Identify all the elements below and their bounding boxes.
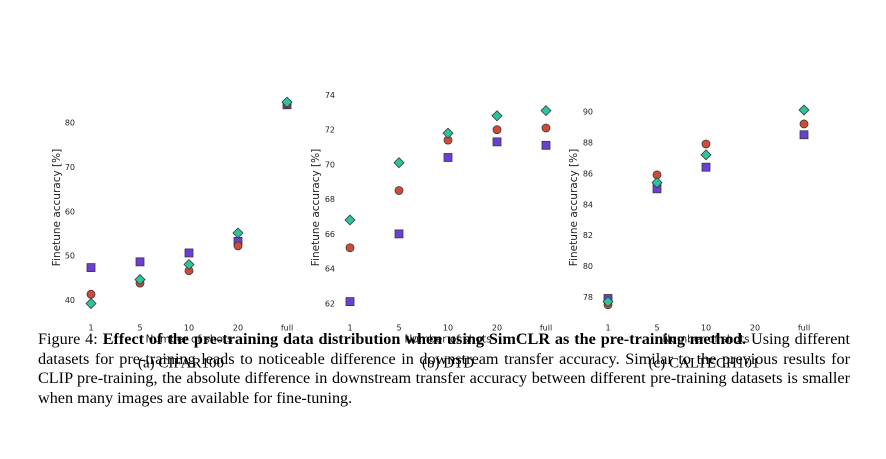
xtick-label-caltech101: 5 — [654, 324, 659, 333]
ytick-label-cifar100: 60 — [65, 207, 75, 216]
diamond-marker — [491, 110, 503, 122]
square-marker — [135, 257, 145, 267]
square-marker — [443, 153, 453, 162]
xtick-label-dtd: 10 — [443, 324, 453, 333]
ytick-label-caltech101: 82 — [583, 231, 593, 240]
ytick-label-caltech101: 80 — [583, 262, 593, 271]
diamond-marker — [798, 104, 810, 116]
ytick-label-dtd: 70 — [325, 160, 335, 169]
diamond-marker — [442, 127, 454, 139]
plot-area-caltech101: 78 80 82 84 86 88 90 1 5 10 20 full — [583, 104, 810, 333]
square-marker — [86, 263, 96, 272]
figure-caption: Figure 4: Effect of the pre-training dat… — [38, 330, 850, 408]
caption-label: Figure 4: — [38, 330, 98, 348]
xtick-label-cifar100: 5 — [137, 324, 142, 333]
circle-marker — [394, 186, 404, 195]
diamond-marker — [281, 96, 293, 108]
square-marker — [394, 229, 404, 239]
ytick-label-cifar100: 40 — [65, 296, 75, 305]
diamond-marker — [540, 105, 552, 117]
ytick-label-dtd: 68 — [325, 195, 335, 204]
circle-marker — [701, 139, 711, 149]
ytick-label-cifar100: 70 — [65, 163, 75, 172]
ytick-label-dtd: 74 — [325, 91, 335, 100]
panel-dtd: 62 64 66 68 70 72 74 1 5 10 20 full Finetune accura… — [310, 91, 552, 372]
subcaption-caltech101: (c) CALTECH101 — [649, 356, 760, 372]
ytick-label-dtd: 72 — [325, 126, 335, 135]
diamond-marker — [344, 214, 356, 226]
xlabel-dtd: Number of shots — [404, 334, 491, 346]
xtick-label-cifar100: 10 — [184, 324, 194, 333]
circle-marker — [541, 123, 551, 133]
plot-area-dtd: 62 64 66 68 70 72 74 1 5 10 20 full — [325, 91, 552, 333]
xtick-label-caltech101: 10 — [701, 324, 711, 333]
diamond-marker — [700, 149, 712, 161]
ytick-label-caltech101: 88 — [583, 138, 593, 147]
square-marker — [701, 162, 711, 172]
xtick-label-caltech101: 1 — [605, 324, 610, 333]
ytick-label-cifar100: 50 — [65, 252, 75, 261]
plot-area-cifar100: 40 50 60 70 80 1 5 10 20 full — [65, 96, 293, 333]
square-marker — [541, 140, 551, 150]
xtick-label-cifar100: 20 — [233, 324, 243, 333]
xtick-label-cifar100: full — [281, 324, 293, 333]
subcaption-dtd: (b) DTD — [422, 356, 474, 372]
ylabel-cifar100: Finetune accuracy [%] — [51, 149, 63, 266]
diamond-marker — [232, 227, 244, 239]
diamond-marker — [183, 258, 195, 271]
square-marker — [799, 130, 809, 140]
xtick-label-caltech101: full — [798, 324, 810, 333]
xlabel-caltech101: Number of shots — [662, 334, 749, 346]
xtick-label-dtd: 20 — [492, 324, 502, 333]
subcaption-cifar100: (a) CIFAR100 — [138, 356, 224, 372]
ytick-label-dtd: 64 — [325, 265, 335, 274]
square-marker — [492, 137, 502, 147]
ytick-label-caltech101: 86 — [583, 169, 593, 178]
panel-cifar100: 40 50 60 70 80 1 5 10 20 full Finetune accuracy [… — [51, 96, 293, 372]
caption-bold: Effect of the pre-training data distribu… — [102, 330, 747, 348]
xtick-label-dtd: 5 — [396, 324, 401, 333]
circle-marker — [86, 289, 96, 299]
diamond-marker — [651, 177, 663, 189]
circle-marker — [799, 119, 809, 129]
ytick-label-dtd: 66 — [325, 230, 335, 239]
ytick-label-cifar100: 80 — [65, 119, 75, 128]
diamond-marker — [602, 296, 614, 308]
diamond-marker — [393, 157, 405, 169]
ytick-label-caltech101: 84 — [583, 200, 593, 209]
ylabel-dtd: Finetune accuracy [%] — [310, 149, 322, 266]
circle-marker — [492, 125, 502, 135]
circle-marker — [345, 243, 355, 253]
panel-caltech101: 78 80 82 84 86 88 90 1 5 10 20 full Finetune accura… — [568, 104, 810, 372]
xtick-label-cifar100: 1 — [88, 324, 93, 333]
xtick-label-caltech101: 20 — [750, 324, 760, 333]
circle-marker — [233, 241, 243, 251]
xlabel-cifar100: Number of shots — [145, 334, 232, 346]
ytick-label-dtd: 62 — [325, 299, 335, 308]
ylabel-caltech101: Finetune accuracy [%] — [568, 149, 580, 266]
ytick-label-caltech101: 90 — [583, 108, 593, 117]
square-marker — [184, 248, 194, 258]
diamond-marker — [85, 297, 97, 310]
diamond-marker — [134, 274, 146, 286]
caption-text: Using different datasets for pre-trainin… — [38, 330, 851, 407]
xtick-label-dtd: 1 — [347, 324, 352, 333]
xtick-label-dtd: full — [540, 324, 552, 333]
ytick-label-caltech101: 78 — [583, 293, 593, 302]
square-marker — [345, 297, 355, 307]
